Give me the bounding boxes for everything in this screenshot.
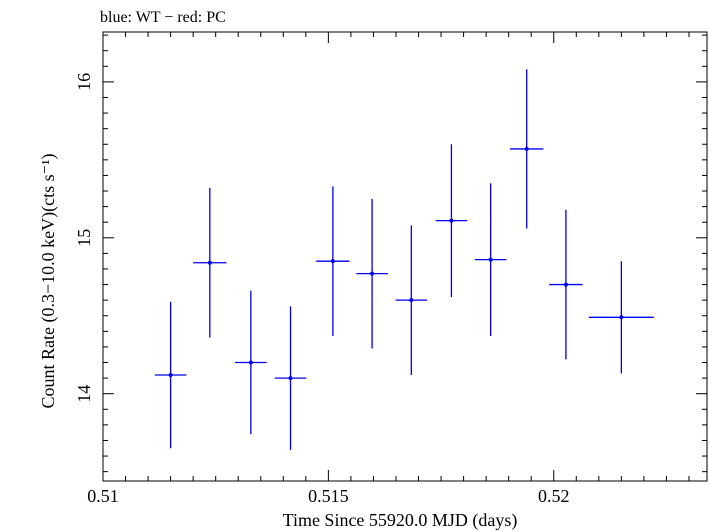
- point-marker: [563, 282, 568, 287]
- x-axis-ticks: 0.51 0.515 0.52: [87, 32, 690, 506]
- data-point: [154, 301, 187, 449]
- data-point: [474, 183, 507, 337]
- point-marker: [409, 298, 414, 303]
- y-tick-label: 16: [74, 73, 94, 91]
- data-point: [395, 225, 428, 375]
- point-marker: [488, 257, 493, 262]
- point-marker: [449, 218, 454, 223]
- x-axis-label: Time Since 55920.0 MJD (days): [283, 510, 518, 531]
- point-marker: [207, 260, 212, 265]
- plot-frame: [102, 31, 708, 482]
- data-point: [356, 198, 388, 349]
- data-point: [235, 290, 267, 435]
- data-point: [193, 187, 227, 338]
- data-point: [549, 209, 583, 360]
- y-tick-label: 14: [74, 385, 94, 403]
- data-point: [510, 69, 544, 229]
- data-points: [154, 69, 654, 450]
- y-tick-label: 15: [74, 229, 94, 247]
- data-point: [435, 144, 468, 298]
- point-marker: [168, 372, 173, 377]
- data-point: [316, 186, 350, 337]
- point-marker: [288, 376, 293, 381]
- x-tick-label: 0.52: [538, 486, 570, 506]
- point-marker: [330, 259, 335, 264]
- data-point: [588, 261, 654, 374]
- point-marker: [619, 315, 624, 320]
- x-tick-label: 0.515: [308, 486, 349, 506]
- data-point: [274, 306, 307, 450]
- point-marker: [370, 271, 375, 276]
- y-axis-ticks: 14 15 16: [74, 34, 707, 473]
- point-marker: [524, 146, 529, 151]
- axes-frame: [102, 31, 708, 482]
- y-axis-label: Count Rate (0.3−10.0 keV)(cts s⁻¹): [38, 153, 59, 408]
- point-marker: [248, 360, 253, 365]
- chart-title: blue: WT − red: PC: [100, 9, 226, 26]
- x-tick-label: 0.51: [87, 486, 119, 506]
